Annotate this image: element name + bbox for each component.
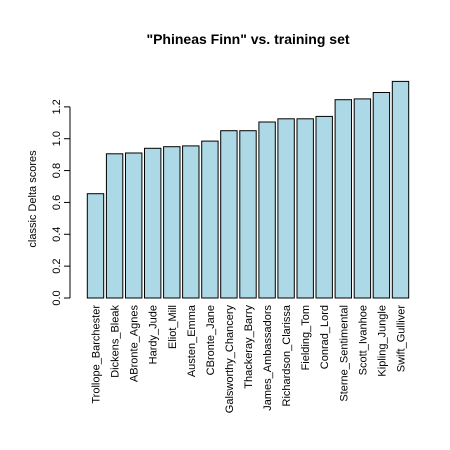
x-tick-label: Kipling_Jungle bbox=[376, 305, 388, 377]
y-tick-label: 0.4 bbox=[51, 227, 63, 242]
bar-Scott_Ivanhoe bbox=[353, 98, 372, 299]
y-tick-label: 0.2 bbox=[51, 258, 63, 273]
bar-Richardson_Clarissa bbox=[277, 118, 295, 299]
bar-Sterne_Sentimental bbox=[334, 99, 353, 299]
x-tick-label: Fielding_Tom bbox=[300, 305, 312, 370]
bar-Kipling_Jungle bbox=[372, 92, 391, 299]
y-tick-label: 0.8 bbox=[51, 163, 63, 178]
bar-Austen_Emma bbox=[182, 145, 200, 299]
bar-CBronte_Jane bbox=[201, 140, 219, 299]
x-tick-label: Conrad_Lord bbox=[319, 305, 331, 369]
x-tick-label: Sterne_Sentimental bbox=[338, 305, 350, 402]
x-tick-label: Eliot_Mill bbox=[167, 305, 179, 349]
bars-group bbox=[86, 80, 410, 299]
y-axis-label: classic Delta scores bbox=[27, 150, 39, 248]
x-tick-label: Scott_Ivanhoe bbox=[357, 305, 369, 375]
bar-Swift_Gulliver bbox=[391, 80, 410, 299]
x-tick-label: ABronte_Agnes bbox=[129, 305, 141, 383]
bar-Eliot_Mill bbox=[163, 146, 181, 299]
bar-Conrad_Lord bbox=[315, 115, 333, 299]
x-tick-label: Dickens_Bleak bbox=[110, 305, 122, 378]
bar-Fielding_Tom bbox=[296, 118, 314, 299]
x-tick-label: Hardy_Jude bbox=[148, 305, 160, 364]
bar-Galsworthy_Chancery bbox=[220, 130, 238, 299]
x-tick-label: Trollope_Barchester bbox=[91, 305, 103, 404]
x-tick-label: Austen_Emma bbox=[186, 304, 198, 377]
x-tick-label: James_Ambassadors bbox=[262, 305, 274, 411]
y-tick-label: 1.2 bbox=[51, 99, 63, 114]
bar-Trollope_Barchester bbox=[86, 193, 105, 299]
bar-ABronte_Agnes bbox=[125, 152, 143, 299]
y-tick-label: 0.6 bbox=[51, 195, 63, 210]
bar-Dickens_Bleak bbox=[105, 153, 124, 299]
bar-Thackeray_Barry bbox=[239, 130, 257, 299]
bar-Hardy_Jude bbox=[144, 147, 162, 299]
x-tick-label: Galsworthy_Chancery bbox=[224, 305, 236, 414]
bar-James_Ambassadors bbox=[258, 121, 276, 299]
y-axis: 0.0 0.2 0.4 0.6 0.8 1.0 1.2 bbox=[51, 99, 71, 306]
x-axis-labels: Trollope_Barchester Dickens_Bleak ABronte_… bbox=[91, 304, 408, 413]
y-tick-label: 0.0 bbox=[51, 290, 63, 305]
x-tick-label: CBronte_Jane bbox=[205, 305, 217, 375]
x-tick-label: Richardson_Clarissa bbox=[281, 304, 293, 406]
x-tick-label: Thackeray_Barry bbox=[243, 305, 255, 389]
chart-title: "Phineas Finn" vs. training set bbox=[146, 31, 349, 47]
y-tick-label: 1.0 bbox=[51, 131, 63, 146]
x-tick-label: Swift_Gulliver bbox=[396, 305, 408, 373]
